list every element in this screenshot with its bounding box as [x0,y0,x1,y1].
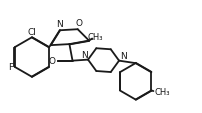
Text: N: N [81,51,87,59]
Text: CH₃: CH₃ [155,87,170,96]
Text: Cl: Cl [27,27,36,36]
Text: N: N [56,20,63,29]
Text: F: F [8,63,13,72]
Text: N: N [120,52,126,60]
Text: O: O [76,19,83,28]
Text: O: O [49,57,56,66]
Text: CH₃: CH₃ [87,33,103,42]
